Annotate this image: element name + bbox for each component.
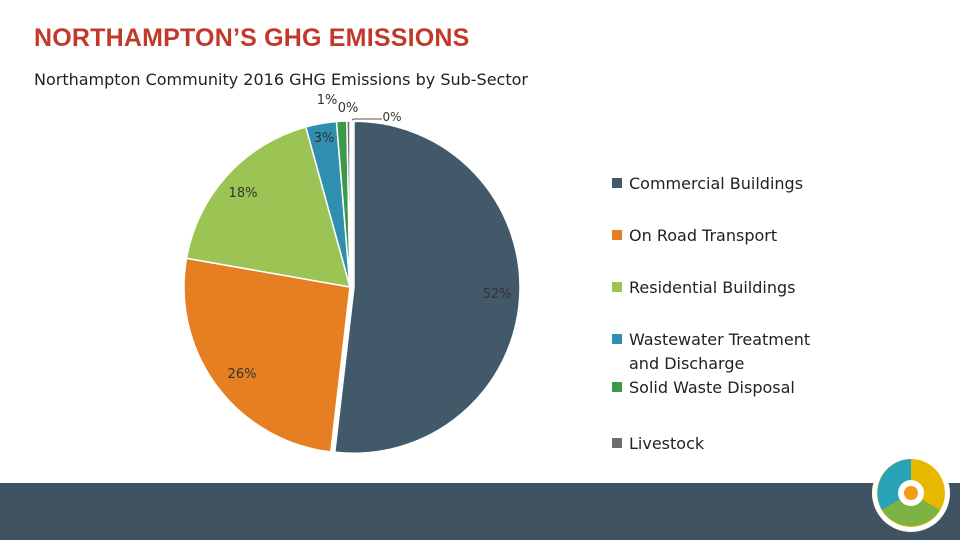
legend-label: Livestock bbox=[629, 434, 705, 453]
pie-slice-commercial-buildings bbox=[333, 120, 521, 454]
legend-swatch bbox=[612, 178, 622, 188]
data-label-on-road-transport: 26% bbox=[228, 367, 257, 382]
pie-slice-livestock bbox=[346, 120, 351, 288]
slide-title: NORTHAMPTON’S GHG EMISSIONS bbox=[34, 24, 470, 52]
data-label-commercial-buildings: 52% bbox=[483, 287, 512, 302]
legend-label: On Road Transport bbox=[629, 226, 778, 245]
data-label-livestock: 0% bbox=[338, 101, 359, 116]
legend-item: Residential Buildings bbox=[612, 276, 829, 300]
logo-icon bbox=[877, 459, 945, 527]
economy-environment-equity-logo bbox=[872, 454, 950, 532]
legend-label: Residential Buildings bbox=[629, 278, 796, 297]
legend-item: Solid Waste Disposal bbox=[612, 376, 829, 400]
footer-bar bbox=[0, 483, 960, 540]
legend-label: Wastewater Treatment and Discharge bbox=[629, 330, 811, 373]
legend-label: Commercial Buildings bbox=[629, 174, 804, 193]
chart-title: Northampton Community 2016 GHG Emissions… bbox=[34, 70, 528, 89]
legend-item: On Road Transport bbox=[612, 224, 829, 248]
pie-slice-residential-buildings bbox=[185, 126, 352, 288]
leader-line bbox=[351, 118, 382, 121]
legend-swatch bbox=[612, 282, 622, 292]
pie-slice-on-road-transport bbox=[183, 257, 351, 453]
data-label-extra: 0% bbox=[382, 110, 401, 124]
data-label-wastewater-treatment-and-discharge: 3% bbox=[314, 131, 335, 146]
legend-item: Commercial Buildings bbox=[612, 172, 829, 196]
legend-swatch bbox=[612, 230, 622, 240]
legend-label: Solid Waste Disposal bbox=[629, 378, 795, 397]
legend-swatch bbox=[612, 382, 622, 392]
legend-item: Livestock bbox=[612, 432, 829, 456]
data-label-solid-waste-disposal: 1% bbox=[317, 93, 338, 108]
legend-item: Wastewater Treatment and Discharge bbox=[612, 328, 829, 376]
data-label-residential-buildings: 18% bbox=[229, 186, 258, 201]
legend-swatch bbox=[612, 334, 622, 344]
legend-swatch bbox=[612, 438, 622, 448]
